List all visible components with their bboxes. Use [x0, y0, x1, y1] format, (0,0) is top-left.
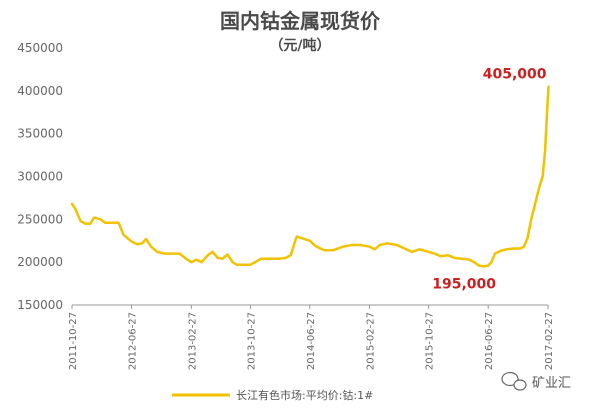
y-tick-label: 200000	[17, 255, 63, 269]
x-tick-label: 2014-06-27	[306, 312, 317, 370]
y-tick-label: 400000	[17, 84, 63, 98]
x-tick-label: 2017-02-27	[544, 312, 555, 370]
legend: 长江有色市场:平均价:钴:1#	[172, 388, 373, 402]
y-tick-label: 300000	[17, 170, 63, 184]
x-axis-ticks: 2011-10-27 2012-06-27 2013-02-27 2013-10-27…	[68, 305, 555, 370]
y-tick-label: 450000	[17, 41, 63, 55]
x-tick-label: 2013-10-27	[246, 312, 257, 370]
y-tick-label: 250000	[17, 212, 63, 226]
watermark-text: 矿业汇	[532, 376, 571, 391]
chat-bubble-icon	[501, 371, 527, 391]
chart-subtitle: （元/吨）	[269, 37, 330, 54]
annotations: 405,000 195,000	[432, 67, 546, 293]
chart-title: 国内钴金属现货价	[220, 9, 381, 33]
series-line	[70, 85, 550, 268]
x-tick-label: 2013-02-27	[187, 312, 198, 370]
legend-label: 长江有色市场:平均价:钴:1#	[236, 388, 373, 402]
y-axis-ticks: 450000 400000 350000 300000 250000 200000 1500…	[17, 41, 63, 312]
x-tick-label: 2015-10-27	[425, 312, 436, 370]
plot-area	[70, 85, 550, 268]
x-tick-label: 2012-06-27	[128, 312, 139, 370]
y-tick-label: 350000	[17, 127, 63, 141]
y-tick-label: 150000	[17, 298, 63, 312]
x-tick-label: 2016-06-27	[484, 312, 495, 370]
annotation-label: 195,000	[432, 276, 496, 292]
x-tick-label: 2015-02-27	[366, 312, 377, 370]
x-tick-label: 2011-10-27	[68, 312, 79, 370]
watermark: 矿业汇	[501, 371, 571, 391]
annotation-label: 405,000	[483, 67, 547, 83]
